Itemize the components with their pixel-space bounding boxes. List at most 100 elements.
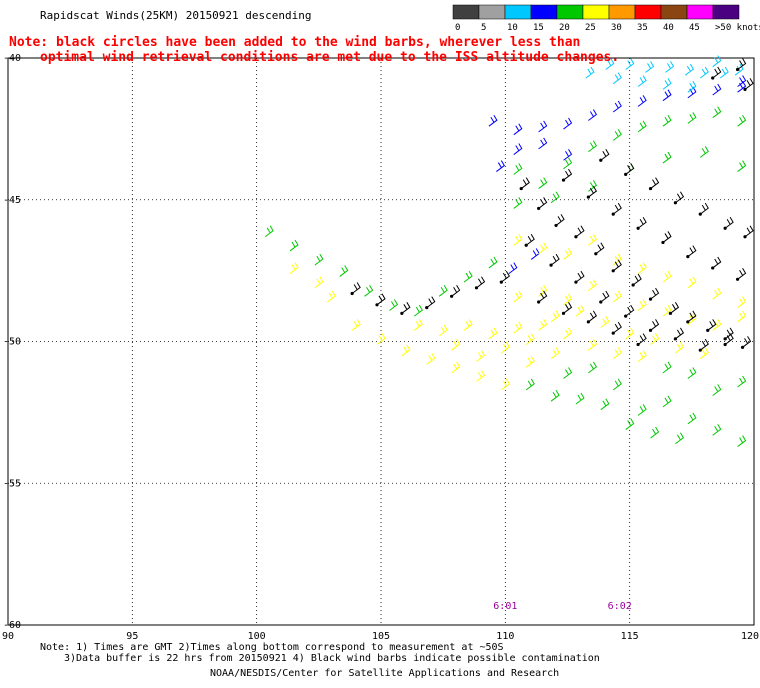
wind-barb xyxy=(712,256,722,269)
contamination-dot xyxy=(574,280,578,284)
contamination-dot xyxy=(723,337,727,341)
wind-barb xyxy=(463,319,473,331)
wind-barb xyxy=(662,395,672,408)
colorbar-label: 5 xyxy=(481,23,486,33)
wind-barb xyxy=(612,347,622,360)
contamination-dot xyxy=(743,87,747,91)
wind-barb xyxy=(525,333,535,345)
wind-barb xyxy=(687,276,697,289)
wind-barb xyxy=(563,293,573,306)
wind-barb xyxy=(550,389,560,402)
wind-barb xyxy=(476,370,486,382)
contamination-dot xyxy=(350,291,354,296)
x-tick-labels: 90 95 100 105 110 115 120 xyxy=(2,631,759,642)
colorbar-label: 25 xyxy=(585,23,596,33)
wind-barb xyxy=(625,327,635,340)
wind-barb xyxy=(264,225,274,238)
wind-barb xyxy=(538,197,548,209)
contamination-dot xyxy=(611,331,615,335)
wind-barb xyxy=(414,319,423,331)
wind-barb xyxy=(699,347,709,360)
y-tick-label: -40 xyxy=(3,53,21,64)
wind-barbs xyxy=(264,55,754,447)
contamination-dot xyxy=(648,297,653,301)
wind-barb xyxy=(737,435,747,447)
colorbar-swatch xyxy=(452,4,480,20)
contamination-dot xyxy=(549,263,553,267)
x-tick-label: 100 xyxy=(248,631,266,642)
contamination-dot xyxy=(735,277,740,281)
wind-barb xyxy=(699,338,709,351)
wind-barb xyxy=(501,341,510,354)
wind-barb xyxy=(675,341,685,354)
wind-barb xyxy=(563,367,573,379)
wind-barb xyxy=(612,378,622,391)
wind-barb xyxy=(662,114,672,127)
wind-barb xyxy=(451,361,461,374)
wind-barb xyxy=(612,72,622,85)
wind-barb xyxy=(563,248,573,260)
x-tick-label: 120 xyxy=(741,631,759,642)
contamination-dot xyxy=(611,212,615,216)
wind-barb xyxy=(675,432,685,445)
wind-barb xyxy=(675,191,685,204)
wind-barb xyxy=(600,290,610,303)
wind-barb xyxy=(687,245,697,258)
contamination-dot xyxy=(648,186,653,191)
wind-barb xyxy=(426,353,436,365)
wind-barb xyxy=(488,114,498,127)
x-tick-label: 115 xyxy=(621,631,639,642)
wind-barb xyxy=(612,259,622,272)
contamination-dot xyxy=(624,172,628,176)
wind-barb xyxy=(550,310,560,323)
contamination-dot xyxy=(474,286,479,290)
contamination-dot xyxy=(661,240,665,245)
wind-barb xyxy=(588,185,598,198)
wind-barb xyxy=(563,117,573,130)
wind-barb xyxy=(744,225,754,238)
wind-barb xyxy=(737,75,747,87)
wind-barb xyxy=(687,86,697,99)
wind-barb xyxy=(513,197,523,209)
contamination-dot xyxy=(673,337,678,341)
wind-barb xyxy=(595,242,605,255)
colorbar-label: 15 xyxy=(533,23,544,33)
wind-barb xyxy=(585,66,595,79)
colorbar-label: 0 xyxy=(455,23,460,33)
wind-barb xyxy=(625,304,635,317)
wind-barb xyxy=(612,290,622,303)
wind-barb xyxy=(687,80,697,93)
wind-barb xyxy=(675,327,685,340)
y-tick-label: -60 xyxy=(3,620,21,631)
wind-barb xyxy=(632,273,642,286)
contamination-dot xyxy=(561,311,566,315)
wind-barb xyxy=(742,336,752,348)
wind-barb xyxy=(588,279,598,292)
wind-barb xyxy=(513,123,523,136)
wind-barb xyxy=(538,120,548,133)
wind-barb xyxy=(538,319,548,331)
wind-barb xyxy=(737,268,747,280)
colorbar-swatches xyxy=(452,4,740,20)
wind-barb xyxy=(289,262,299,275)
time-label: 6:02 xyxy=(608,601,632,612)
contamination-dot xyxy=(668,311,673,315)
wind-barb xyxy=(612,129,622,141)
wind-barb xyxy=(550,347,560,360)
wind-barb xyxy=(588,310,598,323)
wind-barb xyxy=(600,148,610,161)
wind-barb xyxy=(488,256,498,269)
wind-barb xyxy=(662,151,672,164)
colorbar-label: 35 xyxy=(637,23,648,33)
wind-barb xyxy=(719,66,729,79)
wind-barb xyxy=(662,231,672,243)
wind-barb xyxy=(699,66,709,79)
footnote-3: NOAA/NESDIS/Center for Satellite Applica… xyxy=(210,668,559,679)
wind-barb xyxy=(538,177,548,189)
wind-barb xyxy=(364,285,374,297)
wind-barb xyxy=(575,392,585,405)
x-tick-label: 105 xyxy=(372,631,390,642)
wind-barb xyxy=(637,95,647,107)
chart-title: Rapidscat Winds(25KM) 20150921 descendin… xyxy=(40,9,312,22)
